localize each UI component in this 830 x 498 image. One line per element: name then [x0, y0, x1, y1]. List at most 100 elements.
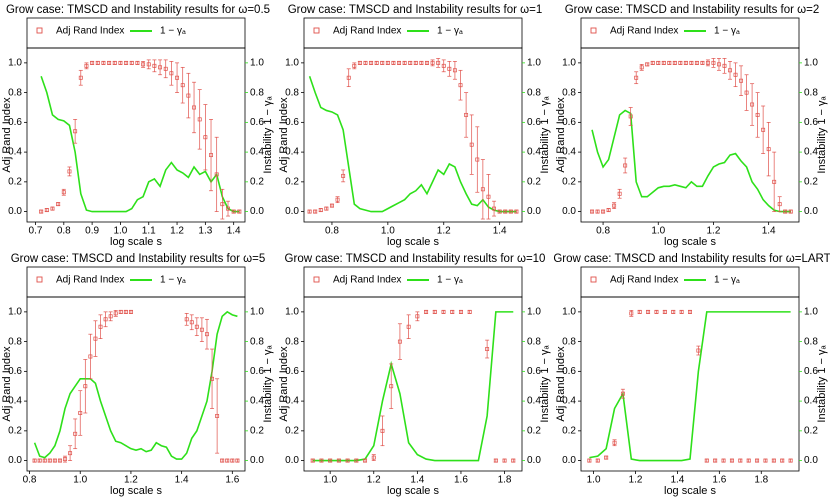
ari-point [467, 309, 472, 314]
x-axis-label: log scale s [110, 485, 162, 497]
legend-label: Adj Rand Index [333, 275, 401, 286]
ari-point [744, 90, 749, 95]
y2-axis-label: Instability 1 − γₐ [816, 345, 828, 423]
y-tick-label: 0.6 [8, 366, 22, 377]
ari-point [113, 311, 118, 316]
y-tick-label: 0.4 [562, 396, 576, 407]
error-bar [113, 310, 118, 317]
y2-tick-label: 1.0 [527, 58, 541, 69]
error-bar [63, 455, 68, 463]
x-tick-label: 1.2 [629, 475, 643, 486]
ari-point [705, 60, 710, 65]
ari-point [336, 458, 341, 463]
error-bar [716, 58, 721, 71]
ari-point [661, 60, 666, 65]
x-tick-label: 0.8 [596, 226, 610, 237]
ari-point [169, 71, 174, 76]
error-bar [93, 320, 98, 357]
instability-line [308, 76, 517, 213]
ari-point [220, 458, 225, 463]
error-bar [186, 72, 191, 119]
x-axis-label: log scale s [387, 485, 439, 497]
ari-point [406, 324, 411, 329]
y2-tick-label: 0.4 [804, 147, 818, 158]
ari-point [58, 458, 62, 463]
ari-point [469, 142, 474, 147]
ari-point [739, 78, 744, 83]
ari-point [729, 458, 734, 463]
y-tick-label: 0.4 [8, 396, 22, 407]
ari-point [319, 458, 324, 463]
ari-point [425, 60, 429, 65]
ari-point [755, 458, 760, 463]
x-tick-label: 1.0 [381, 226, 395, 237]
y2-tick-label: 0.4 [527, 396, 541, 407]
y-tick-label: 1.0 [285, 58, 299, 69]
legend-label: 1 − γₐ [437, 275, 463, 286]
error-bar [199, 317, 204, 342]
legend-label: 1 − γₐ [437, 26, 463, 37]
error-bar [739, 65, 744, 96]
error-bar [705, 59, 710, 67]
ari-point [629, 311, 634, 316]
panel: Grow case: TMSCD and Instability results… [278, 253, 551, 497]
y2-tick-label: 0.8 [804, 87, 818, 98]
error-bar [415, 311, 420, 322]
error-bar [83, 359, 88, 414]
ari-point [78, 75, 83, 80]
error-bar [406, 314, 411, 339]
ari-point [215, 414, 220, 418]
plot-frame [580, 47, 800, 223]
ari-point [700, 60, 705, 65]
legend-marker [313, 27, 320, 34]
y2-tick-label: 0.0 [250, 206, 264, 217]
x-tick-label: 1.8 [754, 475, 768, 486]
error-bar [220, 188, 225, 220]
y-tick-label: 0.0 [285, 455, 299, 466]
ari-point [52, 458, 57, 463]
ari-point [485, 347, 490, 352]
ari-point [346, 75, 351, 80]
y-tick-label: 0.8 [562, 87, 576, 98]
x-tick-label: 1.0 [587, 475, 601, 486]
ari-point [73, 431, 78, 436]
panel: Grow case: TMSCD and Instability results… [278, 4, 551, 248]
error-bar [73, 418, 78, 450]
ari-point [447, 66, 452, 71]
ari-point [152, 63, 157, 68]
ari-point [458, 83, 463, 88]
chart-title: Grow case: TMSCD and Instability results… [6, 4, 270, 16]
error-bar [203, 104, 208, 171]
chart-title: Grow case: TMSCD and Instability results… [565, 4, 820, 16]
error-bar [192, 81, 197, 134]
error-bar [766, 122, 771, 177]
error-bar [189, 314, 194, 331]
y2-tick-label: 1.0 [250, 58, 264, 69]
ari-point [587, 458, 592, 463]
ari-point [39, 209, 44, 214]
y-tick-label: 0.0 [285, 206, 299, 217]
legend-label: 1 − γₐ [714, 26, 740, 37]
ari-point [480, 187, 485, 192]
ari-point [464, 112, 469, 117]
y2-tick-label: 0.8 [250, 336, 264, 347]
ari-point [32, 458, 37, 463]
ari-point [230, 458, 235, 463]
x-tick-label: 1.1 [142, 226, 156, 237]
ari-point [175, 75, 180, 80]
error-bar [146, 59, 151, 70]
ari-point [226, 206, 230, 211]
error-bar [629, 310, 634, 317]
ari-point [369, 60, 374, 65]
y-tick-label: 0.4 [562, 147, 576, 158]
error-bar [772, 151, 777, 212]
ari-point [595, 209, 600, 214]
error-bar [108, 311, 113, 322]
ari-point [78, 411, 83, 415]
y-axis-label: Adj Rand Index [1, 346, 13, 422]
y-tick-label: 0.8 [285, 87, 299, 98]
y2-tick-label: 1.0 [527, 307, 541, 318]
y-tick-label: 0.6 [562, 366, 576, 377]
y2-axis-label: Instability 1 − γₐ [539, 96, 551, 174]
ari-point [601, 209, 606, 214]
